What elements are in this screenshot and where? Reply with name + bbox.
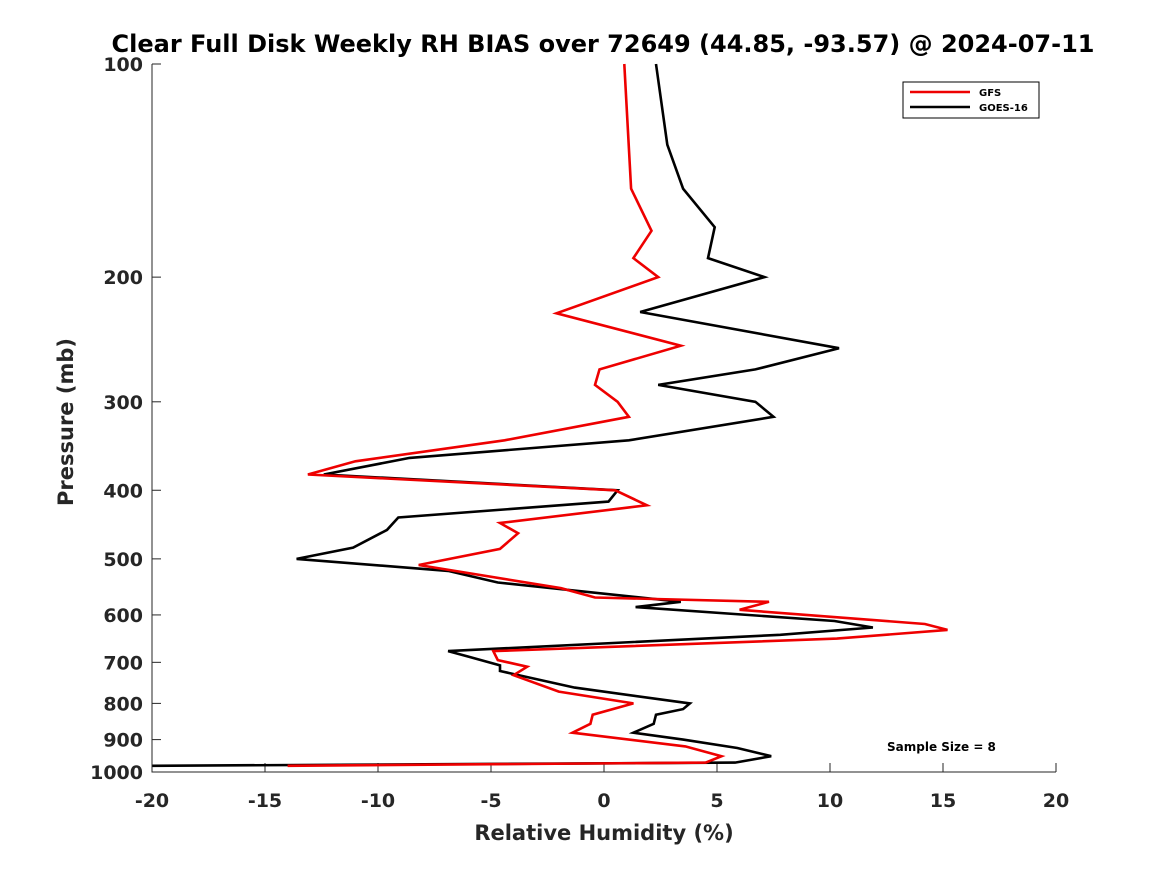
x-tick-label: -10	[361, 790, 395, 812]
legend-label-gfs: GFS	[979, 88, 1001, 99]
x-tick-label: -5	[480, 790, 501, 812]
legend: GFS GOES-16	[902, 81, 1040, 119]
series-line-gfs	[287, 63, 948, 768]
x-tick-label: 10	[817, 790, 843, 812]
x-tick-label: -15	[248, 790, 282, 812]
series-layer	[151, 63, 948, 768]
plot-frame	[151, 64, 1056, 773]
y-tick-label: 500	[103, 549, 143, 571]
y-tick-label: 600	[103, 605, 143, 627]
x-tick-label: 5	[710, 790, 723, 812]
y-tick-label: 200	[103, 267, 143, 289]
x-tick-label: -20	[135, 790, 169, 812]
legend-label-goes16: GOES-16	[979, 103, 1028, 114]
x-tick-label: 15	[930, 790, 956, 812]
y-tick-label: 800	[103, 693, 143, 715]
y-tick-label: 700	[103, 652, 143, 674]
y-tick-label: 900	[103, 730, 143, 752]
chart-title: Clear Full Disk Weekly RH BIAS over 7264…	[112, 30, 1095, 58]
legend-box	[902, 81, 1040, 119]
y-tick-label: 300	[103, 392, 143, 414]
tick-layer: -20 -15 -10 -5 0 5 10 15 20 100 200 300 400 500 600 700…	[90, 54, 1069, 812]
sample-size-annotation: Sample Size = 8	[887, 740, 996, 754]
y-tick-label: 100	[103, 54, 143, 76]
x-tick-label: 20	[1043, 790, 1069, 812]
y-tick-label: 1000	[90, 762, 143, 784]
x-tick-label: 0	[597, 790, 610, 812]
plot-area	[152, 64, 1056, 772]
y-axis-label: Pressure (mb)	[54, 338, 78, 506]
x-axis-label: Relative Humidity (%)	[474, 821, 733, 845]
y-tick-label: 400	[103, 480, 143, 502]
